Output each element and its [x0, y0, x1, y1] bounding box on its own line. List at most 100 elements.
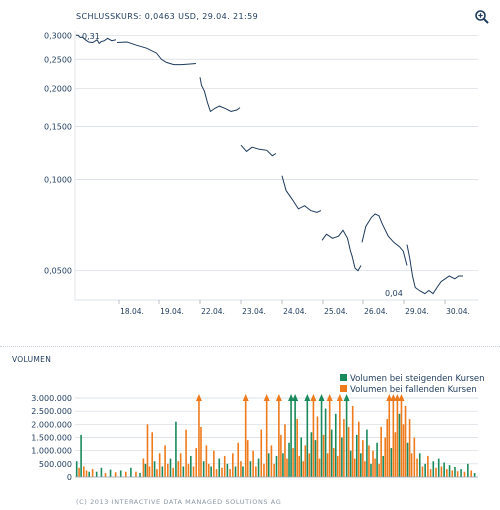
volume-bar [440, 466, 443, 477]
volume-bar [443, 462, 445, 477]
price-line-segment [240, 144, 277, 157]
section-divider [0, 346, 500, 347]
volume-bar [374, 458, 376, 477]
price-y-tick-label: 0,2500 [44, 55, 72, 64]
volume-bar [398, 413, 401, 477]
volume-y-tick-label: 3.000.000 [31, 394, 72, 403]
volume-bar [386, 419, 389, 477]
volume-bar [265, 398, 268, 477]
volume-bar [410, 453, 413, 477]
volume-overflow-arrow [318, 394, 325, 401]
volume-bar [182, 466, 185, 477]
volume-title: VOLUMEN [12, 355, 52, 364]
volume-bar [324, 408, 327, 477]
price-line-segment [406, 244, 463, 295]
volume-bar [100, 467, 103, 477]
volume-bar [392, 398, 395, 477]
volume-bar [306, 398, 309, 477]
legend-swatch-rising [340, 374, 347, 381]
volume-bar [255, 466, 257, 477]
volume-bar [406, 442, 409, 477]
volume-bar [288, 442, 290, 477]
volume-bar [454, 466, 456, 477]
volume-bar [202, 461, 205, 477]
volume-overflow-arrow [195, 394, 202, 401]
volume-overflow-arrow [263, 394, 270, 401]
legend-label-falling: Volumen bei fallenden Kursen [350, 385, 477, 395]
volume-bar [341, 437, 343, 477]
volume-bar [263, 463, 265, 477]
volume-bar [460, 469, 462, 477]
price-y-tick-label: 0,2000 [44, 85, 72, 94]
price-line-segment [361, 213, 408, 266]
volume-bar [467, 463, 469, 477]
price-chart: 0,3000 0,2500 0,2000 0,1500 0,1000 0,0500 18.0… [44, 31, 478, 316]
volume-bar [158, 453, 161, 477]
price-y-tick-label: 0,0500 [44, 267, 72, 276]
volume-bar [232, 453, 234, 477]
volume-bar [229, 469, 231, 477]
volume-bar [312, 398, 315, 477]
volume-bar [470, 470, 473, 477]
volume-overflow-arrow [394, 394, 401, 401]
volume-bar [396, 398, 399, 477]
volume-bar [104, 473, 107, 477]
volume-bar [330, 429, 333, 477]
volume-overflow-arrow [336, 394, 343, 401]
volume-bar [207, 463, 210, 477]
volume-bar [119, 470, 122, 477]
volume-bar [314, 440, 317, 477]
volume-bar [318, 458, 321, 477]
volume-bar [88, 471, 91, 477]
volume-overflow-arrow [398, 394, 405, 401]
volume-bar [139, 473, 141, 477]
volume-bar [244, 398, 247, 477]
volume-overflow-arrow [390, 394, 397, 401]
volume-bar [179, 453, 182, 477]
volume-bar [351, 405, 354, 477]
volume-bar [156, 469, 158, 477]
price-x-tick-label: 30.04. [446, 307, 470, 316]
volume-bar [334, 413, 337, 477]
volume-bar [221, 467, 223, 477]
price-x-tick-label: 29.04. [405, 307, 429, 316]
volume-bar [234, 466, 237, 477]
volume-bar [280, 434, 282, 477]
volume-bar [408, 419, 411, 477]
volume-bar [310, 432, 313, 477]
volume-bar [185, 429, 187, 477]
volume-overflow-arrow [288, 394, 295, 401]
volume-bar [300, 437, 303, 477]
volume-bar [164, 445, 166, 477]
volume-bar [448, 465, 451, 477]
volume-y-tick-label: 500.000 [39, 460, 72, 469]
volume-bar [151, 432, 154, 477]
volume-bar [218, 458, 221, 477]
volume-bar [360, 453, 362, 477]
volume-bar [257, 458, 260, 477]
volume-y-tick-label: 2.000.000 [31, 420, 72, 429]
volume-bar [298, 455, 300, 477]
volume-bar [424, 463, 426, 477]
volume-bar [175, 421, 177, 477]
volume-bar [473, 473, 476, 477]
volume-overflow-arrow [292, 394, 299, 401]
volume-bar [85, 470, 88, 477]
price-y-tick-label: 0,1000 [44, 176, 72, 185]
volume-bar [187, 463, 190, 477]
volume-overflow-arrow [386, 394, 393, 401]
volume-bar [292, 448, 294, 477]
volume-bar [192, 466, 195, 477]
low-annotation: 0,04 [385, 289, 403, 298]
volume-bar [413, 437, 416, 477]
volume-bar [153, 461, 156, 477]
volume-bar [322, 434, 325, 477]
volume-bar [343, 419, 345, 477]
closing-price-label: SCHLUSSKURS: 0,0463 USD, 29.04. 21:59 [76, 12, 258, 21]
closing-price-value: 0,0463 USD, 29.04. 21:59 [144, 12, 259, 21]
legend-label-rising: Volumen bei steigenden Kursen [350, 374, 485, 384]
volume-y-tick-label: 1.000.000 [31, 447, 72, 456]
volume-bar [210, 466, 212, 477]
zoom-button[interactable] [474, 9, 490, 29]
volume-bar [380, 426, 382, 477]
